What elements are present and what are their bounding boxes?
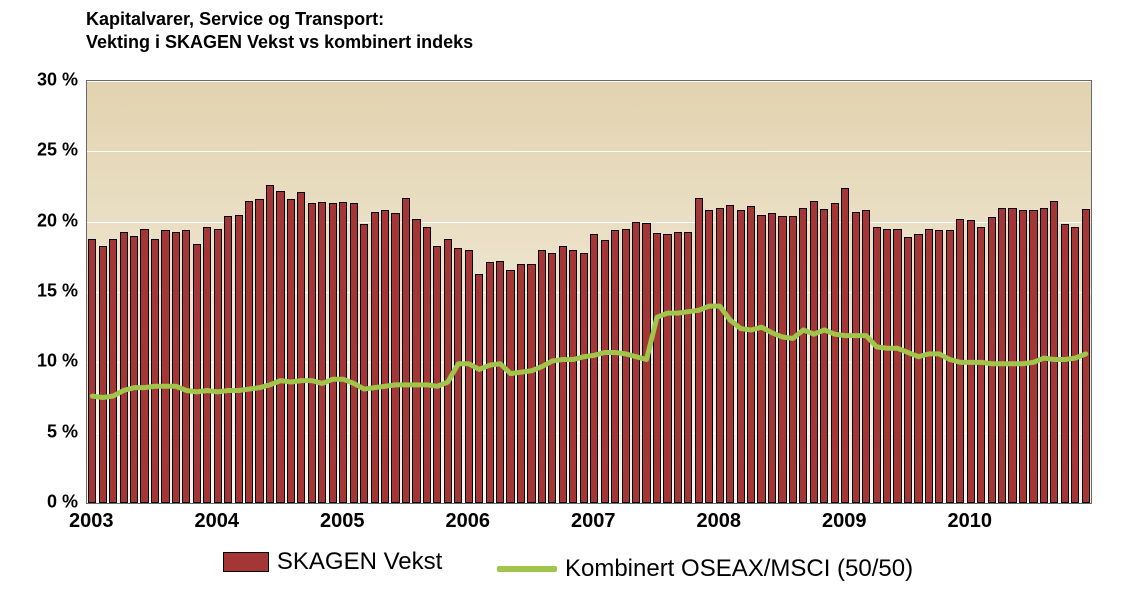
y-tick-label: 20 %: [8, 210, 78, 231]
chart-title: Kapitalvarer, Service og Transport: Vekt…: [86, 8, 473, 53]
legend-label-bar: SKAGEN Vekst: [277, 548, 442, 576]
y-tick-label: 25 %: [8, 140, 78, 161]
y-tick-label: 15 %: [8, 281, 78, 302]
chart-container: Kapitalvarer, Service og Transport: Vekt…: [0, 0, 1136, 604]
legend-label-line: Kombinert OSEAX/MSCI (50/50): [565, 555, 913, 583]
legend-swatch-line: [497, 566, 557, 572]
chart-title-line1: Kapitalvarer, Service og Transport:: [86, 9, 384, 29]
x-tick-label: 2005: [320, 510, 365, 533]
legend-swatch-bar: [223, 552, 269, 572]
chart-title-line2: Vekting i SKAGEN Vekst vs kombinert inde…: [86, 32, 473, 52]
x-tick-label: 2009: [822, 510, 867, 533]
x-tick-label: 2006: [445, 510, 490, 533]
x-tick-label: 2010: [947, 510, 992, 533]
legend-item-line: Kombinert OSEAX/MSCI (50/50): [497, 555, 913, 583]
y-tick-label: 30 %: [8, 70, 78, 91]
plot-area: [86, 80, 1092, 504]
legend-item-bar: SKAGEN Vekst: [223, 548, 442, 576]
x-tick-label: 2004: [194, 510, 239, 533]
legend: SKAGEN Vekst Kombinert OSEAX/MSCI (50/50…: [0, 548, 1136, 583]
x-tick-label: 2007: [571, 510, 616, 533]
y-tick-label: 0 %: [8, 492, 78, 513]
line-series: [87, 81, 1091, 503]
line-path: [92, 306, 1086, 397]
y-tick-label: 10 %: [8, 351, 78, 372]
x-tick-label: 2003: [69, 510, 114, 533]
x-tick-label: 2008: [696, 510, 741, 533]
y-tick-label: 5 %: [8, 421, 78, 442]
